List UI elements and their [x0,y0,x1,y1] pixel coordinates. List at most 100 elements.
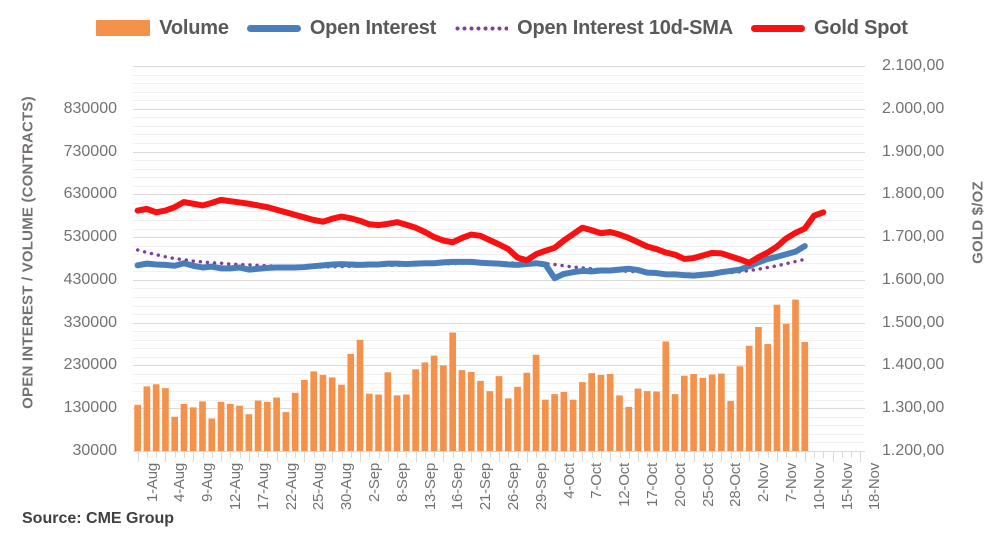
volume-bar [328,377,336,451]
y-axis-left-tick-label: 430000 [63,270,117,288]
x-axis-tick [739,452,741,458]
gridline-major [133,66,865,67]
y-axis-left-tick-label: 830000 [63,99,117,117]
x-axis-tick [360,452,361,462]
volume-bar [699,377,707,451]
x-axis-tick [749,452,751,462]
x-axis-tick [767,452,769,458]
legend-label: Open Interest 10d-SMA [517,16,733,39]
volume-bar [338,384,345,451]
x-axis-label: 28-Oct [727,463,745,507]
chart-legend: Volume Open Interest Open Interest 10d-SMA… [0,8,1004,48]
x-axis-label: 26-Sep [505,463,522,511]
gridline-minor [133,314,865,316]
x-axis-label: 12-Oct [616,463,634,507]
x-axis-tick [665,452,667,462]
volume-bar [523,372,531,451]
x-axis-tick [480,452,482,458]
x-axis-tick [517,452,519,458]
x-axis-tick [508,452,510,458]
x-axis-tick [239,452,241,458]
volume-bar [569,399,577,451]
volume-bar [551,394,558,451]
y-axis-left-tick-label: 230000 [63,356,117,374]
plot-svg [134,196,827,451]
legend-item[interactable]: Open Interest 10d-SMA [454,17,733,40]
gridline-minor [133,83,865,85]
gridline-minor [133,134,865,136]
volume-bar [143,386,151,451]
x-axis-label: 20-Oct [671,463,689,507]
gridline-major [133,279,865,281]
x-axis-labels: 1-Aug 4-Aug 9-Aug 12-Aug 17-Aug 22-Aug 25-Aug 3… [133,463,884,513]
legend-item[interactable]: Volume [96,17,229,40]
volume-bars [134,299,809,451]
x-axis-tick [202,452,204,458]
x-axis-tick [489,452,491,458]
volume-bar [254,400,262,451]
x-axis-label: 10-Nov [810,463,828,511]
line-swatch-icon [750,24,805,32]
x-axis-tick [295,452,297,458]
x-axis-tick [610,452,612,462]
x-axis-label: 2-Nov [755,463,773,503]
volume-bar [162,388,169,451]
volume-bar [755,326,762,451]
gridline-minor [133,331,865,333]
y-axis-right-tick-label: 1.500,00 [882,313,945,331]
gridline-minor [133,254,865,256]
bar-swatch-icon [96,20,151,36]
x-axis-label: 1-Aug [143,463,161,503]
x-axis-tick [452,452,454,458]
x-axis-tick [276,452,278,462]
x-axis-label: 25-Oct [699,463,717,507]
x-axis-tick [322,452,324,458]
y-axis-left-tick-label: 730000 [63,142,117,160]
x-axis-label: 21-Sep [477,463,495,511]
volume-bar [226,403,234,451]
gridline-minor [133,185,865,187]
gridline-minor [133,220,865,221]
legend-item[interactable]: Open Interest [246,17,436,40]
x-axis-tick [563,452,565,458]
x-axis-tick [675,452,677,458]
volume-bar [708,374,716,451]
x-axis-label: 16-Sep [449,463,467,511]
x-axis-tick [221,452,222,462]
volume-bar [597,374,605,451]
legend-label: Volume [159,16,229,39]
x-axis-tick [471,452,473,462]
x-axis-label: 9-Aug [199,463,217,503]
x-axis-label: 4-Oct [560,463,578,499]
x-axis-tick [350,452,352,458]
volume-bar [532,354,540,451]
x-axis-tick [647,452,649,458]
x-axis-tick [795,452,797,458]
y-axis-left-ticks: 830000 730000 630000 530000 430000 330000 2300… [30,46,125,458]
volume-bar [449,332,457,451]
volume-bar [180,403,188,451]
x-axis-label: 17-Oct [644,463,661,507]
x-axis-tick [248,452,250,462]
volume-bar [560,391,568,451]
x-axis-tick [786,452,788,458]
volume-bar [384,372,392,451]
gridline-minor [133,168,865,170]
x-axis-tick [146,452,148,458]
volume-bar [412,369,419,451]
x-axis-tick [693,452,695,462]
x-axis-tick [638,452,639,462]
y-axis-right-ticks: 2.100,00 2.000,00 1.900,00 1.800,00 1.700,00… [872,46,967,459]
gridline-major [133,322,865,324]
x-axis-label: 12-Aug [227,463,244,511]
gridline-minor [133,339,865,341]
volume-bar [458,370,466,451]
x-axis-label: 22-Aug [282,463,300,511]
volume-bar [403,394,410,451]
volume-bar [634,388,642,451]
gridline-minor [133,305,865,307]
x-axis-tick [536,452,538,458]
legend-item[interactable]: Gold Spot [750,17,908,40]
x-axis-tick [499,452,500,462]
volume-bar [792,299,799,451]
